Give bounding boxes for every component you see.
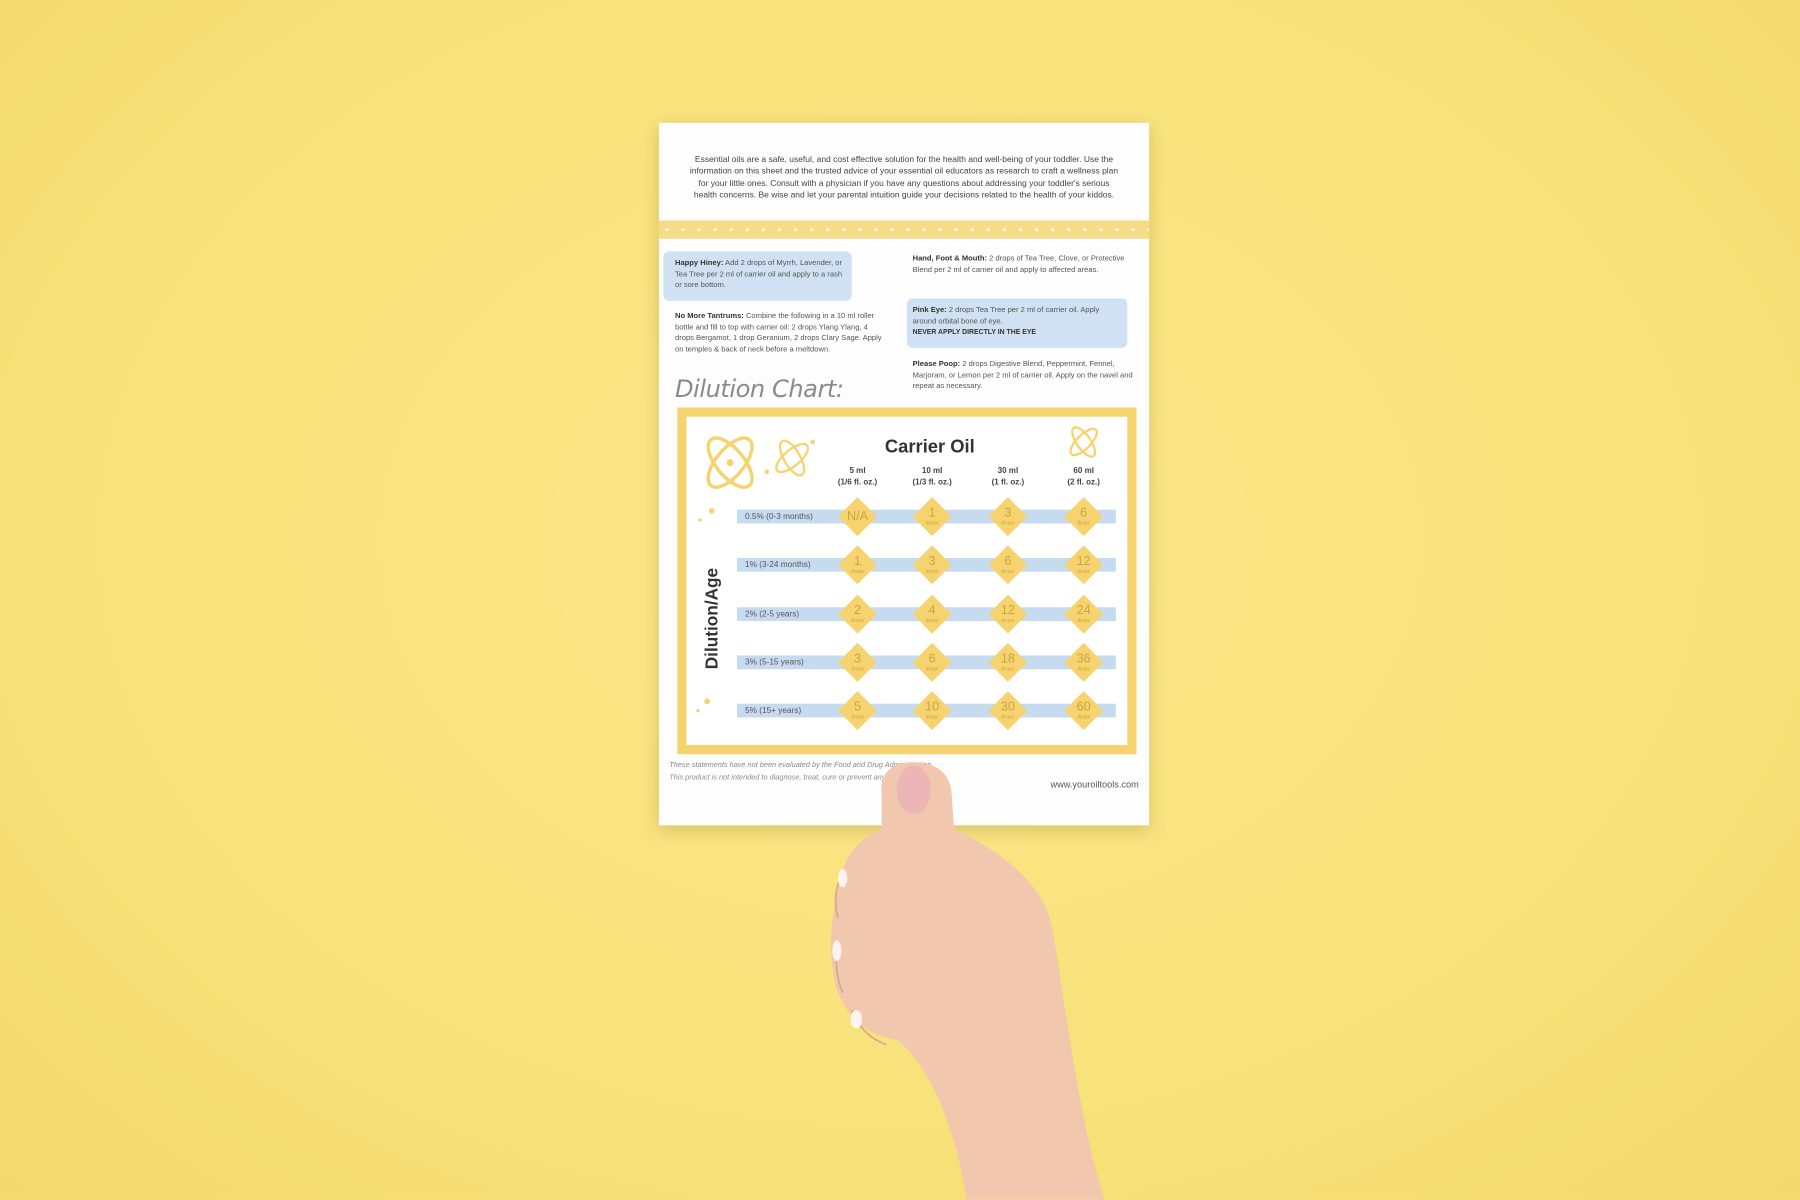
row-label: 1% (3-24 months) xyxy=(745,559,811,570)
column-volume: 30 ml xyxy=(997,467,1019,476)
drop-unit: drops xyxy=(925,714,939,720)
row-label: 5% (15+ years) xyxy=(745,704,802,716)
warning: NEVER APPLY DIRECTLY IN THE EYE xyxy=(912,329,1037,337)
remedy-text: 2 drops of Tea Tree, Clove, or Protectiv… xyxy=(912,254,1125,274)
drop-count: 1 xyxy=(928,506,936,521)
column-conversion: (1 fl. oz.) xyxy=(991,478,1025,487)
remedy-name: No More Tantrums: xyxy=(675,312,744,321)
remedy-name: Please Poop: xyxy=(912,360,961,369)
column-conversion: (1/3 fl. oz.) xyxy=(912,478,952,487)
remedy: Happy Hiney: Add 2 drops of Myrrh, Laven… xyxy=(675,258,847,291)
highlight-box xyxy=(906,298,1128,348)
row-label: 0.5% (0-3 months) xyxy=(745,510,813,522)
row-label: 3% (5-15 years) xyxy=(745,656,804,667)
drop-count: 6 xyxy=(1080,506,1088,521)
drop-count: 12 xyxy=(1000,603,1015,618)
disclaimer-line: This product is not intended to diagnose… xyxy=(669,773,915,782)
drop-unit: drops xyxy=(925,520,939,526)
remedy: Please Poop: 2 drops Digestive Blend, Pe… xyxy=(913,359,1133,392)
drop-count: 24 xyxy=(1076,603,1091,618)
remedy: No More Tantrums: Combine the following … xyxy=(675,311,882,355)
drop-count: 60 xyxy=(1076,700,1091,715)
drop-count: 30 xyxy=(1000,700,1015,715)
drop-count: 3 xyxy=(1004,506,1012,521)
decor-flowers xyxy=(696,426,1098,713)
drop-unit: drops xyxy=(1077,568,1091,574)
drop-count: N/A xyxy=(846,509,869,523)
drop-unit: drops xyxy=(851,665,864,672)
remedy-text: 2 drops Tea Tree per 2 ml of carrier oil… xyxy=(912,306,1100,326)
drop-count: 18 xyxy=(1000,652,1015,666)
drop-unit: drops xyxy=(1001,617,1015,624)
drop-unit: drops xyxy=(1001,665,1015,672)
drop-unit: drops xyxy=(1001,568,1015,574)
drop-unit: drops xyxy=(851,714,864,720)
drop-unit: drops xyxy=(925,665,939,672)
drop-unit: drops xyxy=(1077,714,1091,720)
drop-count: 36 xyxy=(1076,652,1091,666)
website: www.youroiltools.com xyxy=(1050,779,1139,790)
column-conversion: (2 fl. oz.) xyxy=(1067,478,1100,487)
drop-unit: drops xyxy=(1077,617,1091,624)
card: Essential oils are a safe, useful, and c… xyxy=(658,122,1150,826)
remedy: Pink Eye: 2 drops Tea Tree per 2 ml of c… xyxy=(913,305,1124,339)
drop-unit: drops xyxy=(1001,520,1015,526)
remedy-text: Add 2 drops of Myrrh, Lavender, or Tea T… xyxy=(675,259,843,290)
dilution-grid: 5 ml (1/6 fl. oz.) 10 ml (1/3 fl. oz.) 30 ml… xyxy=(686,417,1127,745)
thumb-nail xyxy=(896,765,931,814)
chart-title: Dilution Chart: xyxy=(675,375,844,403)
disclaimer-line: These statements have not been evaluated… xyxy=(669,761,934,770)
row-label: 2% (2-5 years) xyxy=(745,608,800,619)
drop-unit: drops xyxy=(925,617,939,624)
drop-unit: drops xyxy=(851,617,864,624)
remedy-name: Hand, Foot & Mouth: xyxy=(912,254,988,263)
disclaimer: These statements have not been evaluated… xyxy=(669,760,933,784)
drop-count: 4 xyxy=(928,603,936,618)
drop-count: 6 xyxy=(928,652,936,666)
drop-count: 2 xyxy=(854,603,862,618)
remedy-name: Pink Eye: xyxy=(912,306,947,315)
drop-unit: drops xyxy=(851,568,864,574)
drop-count: 1 xyxy=(854,554,862,569)
column-volume: 10 ml xyxy=(921,467,943,476)
intro-text: Essential oils are a safe, useful, and c… xyxy=(689,153,1119,200)
column-volume: 5 ml xyxy=(849,467,866,476)
highlight-box xyxy=(663,251,852,301)
remedy-text: 2 drops Digestive Blend, Peppermint, Fen… xyxy=(912,360,1133,391)
column-volume: 60 ml xyxy=(1073,467,1094,476)
chart-frame: Carrier Oil Dilution/Age 5 ml (1/6 fl. oz… xyxy=(677,407,1137,755)
column-conversion: (1/6 fl. oz.) xyxy=(837,478,878,487)
drop-unit: drops xyxy=(1077,665,1091,672)
drop-unit: drops xyxy=(925,568,939,574)
decor-band xyxy=(658,220,1150,239)
remedy-text: Combine the following in a 10 ml roller … xyxy=(675,312,882,354)
column-heading: Carrier Oil xyxy=(884,437,975,457)
remedy: Hand, Foot & Mouth: 2 drops of Tea Tree,… xyxy=(913,254,1133,276)
drop-count: 10 xyxy=(925,700,940,715)
drop-count: 6 xyxy=(1004,554,1012,569)
drop-count: 3 xyxy=(854,652,862,666)
drop-unit: drops xyxy=(1001,714,1015,720)
finger-nails xyxy=(832,869,863,1029)
hand-shape xyxy=(831,762,1105,1200)
drop-count: 12 xyxy=(1076,554,1091,569)
drop-count: 3 xyxy=(928,554,936,569)
drop-count: 5 xyxy=(854,700,862,715)
remedy-name: Happy Hiney: xyxy=(675,259,724,268)
drop-unit: drops xyxy=(1077,520,1091,526)
